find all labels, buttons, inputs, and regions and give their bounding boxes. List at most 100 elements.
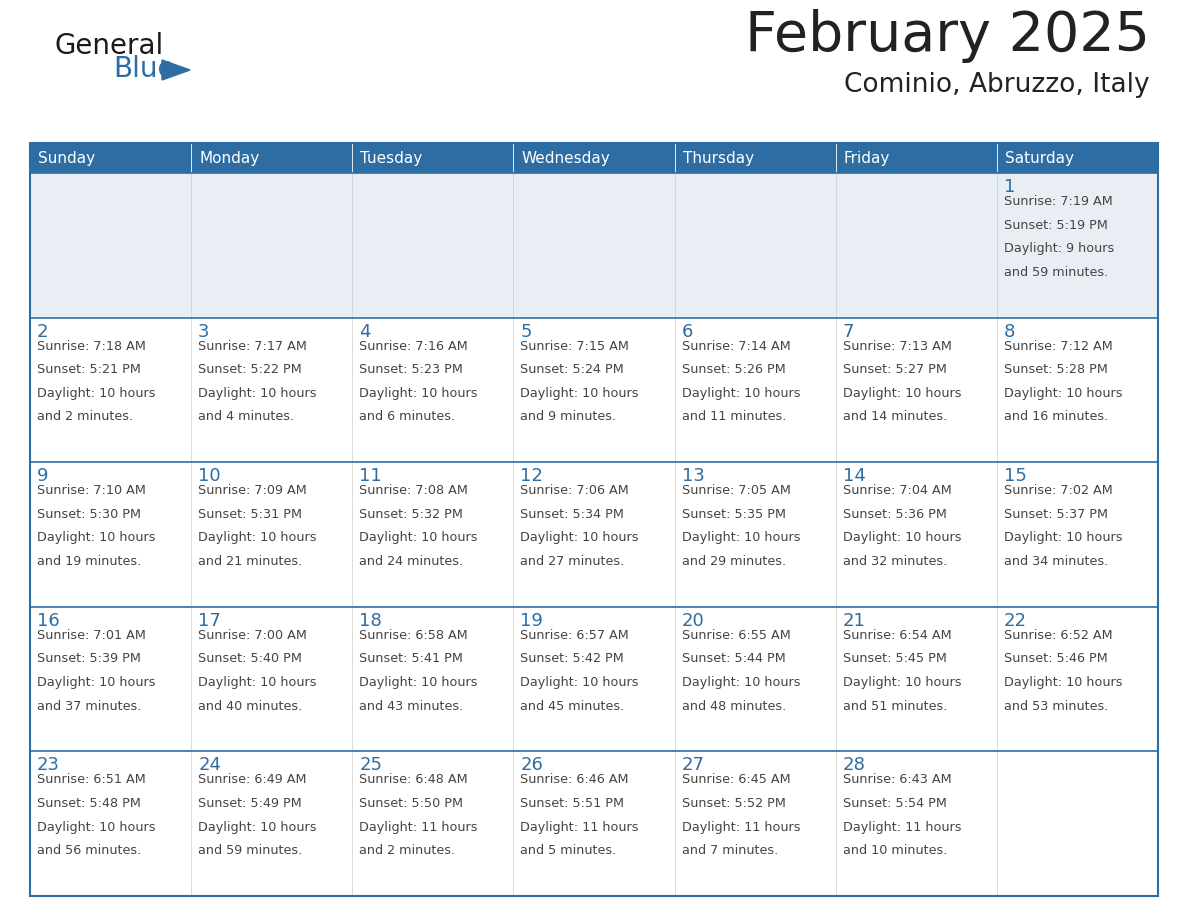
Text: 15: 15 <box>1004 467 1026 486</box>
Text: Saturday: Saturday <box>1005 151 1074 165</box>
Bar <box>191 143 353 173</box>
Text: Sunset: 5:41 PM: Sunset: 5:41 PM <box>359 653 463 666</box>
Text: Daylight: 10 hours: Daylight: 10 hours <box>520 532 639 544</box>
Text: Sunset: 5:24 PM: Sunset: 5:24 PM <box>520 364 624 376</box>
Text: Blue: Blue <box>113 55 175 83</box>
Polygon shape <box>162 60 190 80</box>
Text: and 29 minutes.: and 29 minutes. <box>682 554 785 568</box>
Text: and 21 minutes.: and 21 minutes. <box>198 554 303 568</box>
Text: Sunset: 5:40 PM: Sunset: 5:40 PM <box>198 653 302 666</box>
Text: and 59 minutes.: and 59 minutes. <box>198 845 303 857</box>
Bar <box>30 143 191 173</box>
Text: 2: 2 <box>37 322 49 341</box>
Text: Sunset: 5:48 PM: Sunset: 5:48 PM <box>37 797 141 810</box>
Text: and 51 minutes.: and 51 minutes. <box>842 700 947 712</box>
Text: Sunset: 5:46 PM: Sunset: 5:46 PM <box>1004 653 1107 666</box>
Text: 6: 6 <box>682 322 693 341</box>
Text: Sunset: 5:39 PM: Sunset: 5:39 PM <box>37 653 141 666</box>
Text: Sunset: 5:42 PM: Sunset: 5:42 PM <box>520 653 624 666</box>
Text: and 5 minutes.: and 5 minutes. <box>520 845 617 857</box>
Text: and 14 minutes.: and 14 minutes. <box>842 410 947 423</box>
Text: Sunrise: 7:18 AM: Sunrise: 7:18 AM <box>37 340 146 353</box>
Text: and 11 minutes.: and 11 minutes. <box>682 410 786 423</box>
Text: Daylight: 10 hours: Daylight: 10 hours <box>520 676 639 688</box>
Text: Tuesday: Tuesday <box>360 151 423 165</box>
Text: February 2025: February 2025 <box>745 9 1150 63</box>
Text: Daylight: 11 hours: Daylight: 11 hours <box>682 821 800 834</box>
Text: and 2 minutes.: and 2 minutes. <box>359 845 455 857</box>
Text: Sunset: 5:34 PM: Sunset: 5:34 PM <box>520 508 625 521</box>
Text: Sunrise: 7:14 AM: Sunrise: 7:14 AM <box>682 340 790 353</box>
Text: Daylight: 10 hours: Daylight: 10 hours <box>1004 676 1123 688</box>
Text: and 7 minutes.: and 7 minutes. <box>682 845 778 857</box>
Text: Daylight: 10 hours: Daylight: 10 hours <box>359 676 478 688</box>
Text: Sunrise: 6:49 AM: Sunrise: 6:49 AM <box>198 773 307 787</box>
Text: 18: 18 <box>359 611 383 630</box>
Text: 17: 17 <box>198 611 221 630</box>
Text: Daylight: 10 hours: Daylight: 10 hours <box>198 676 317 688</box>
Text: and 9 minutes.: and 9 minutes. <box>520 410 617 423</box>
Text: Sunrise: 7:01 AM: Sunrise: 7:01 AM <box>37 629 146 642</box>
Bar <box>30 607 1158 752</box>
Bar <box>30 173 1158 318</box>
Text: Sunrise: 6:52 AM: Sunrise: 6:52 AM <box>1004 629 1112 642</box>
Text: Daylight: 11 hours: Daylight: 11 hours <box>359 821 478 834</box>
Text: 13: 13 <box>682 467 704 486</box>
Text: Sunrise: 7:06 AM: Sunrise: 7:06 AM <box>520 484 630 498</box>
Text: Sunset: 5:45 PM: Sunset: 5:45 PM <box>842 653 947 666</box>
Text: Sunset: 5:21 PM: Sunset: 5:21 PM <box>37 364 141 376</box>
Text: and 48 minutes.: and 48 minutes. <box>682 700 785 712</box>
Text: Monday: Monday <box>200 151 259 165</box>
Text: Sunrise: 7:05 AM: Sunrise: 7:05 AM <box>682 484 790 498</box>
Text: 24: 24 <box>198 756 221 775</box>
Text: Sunrise: 6:55 AM: Sunrise: 6:55 AM <box>682 629 790 642</box>
Bar <box>675 143 835 173</box>
Text: and 40 minutes.: and 40 minutes. <box>198 700 303 712</box>
Text: and 19 minutes.: and 19 minutes. <box>37 554 141 568</box>
Text: Sunset: 5:19 PM: Sunset: 5:19 PM <box>1004 218 1107 231</box>
Text: Sunrise: 7:00 AM: Sunrise: 7:00 AM <box>198 629 307 642</box>
Text: Daylight: 10 hours: Daylight: 10 hours <box>37 676 156 688</box>
Text: Daylight: 10 hours: Daylight: 10 hours <box>1004 386 1123 399</box>
Text: Sunrise: 7:09 AM: Sunrise: 7:09 AM <box>198 484 307 498</box>
Text: Daylight: 11 hours: Daylight: 11 hours <box>520 821 639 834</box>
Text: Sunrise: 6:51 AM: Sunrise: 6:51 AM <box>37 773 146 787</box>
Text: Daylight: 10 hours: Daylight: 10 hours <box>1004 532 1123 544</box>
Text: Daylight: 10 hours: Daylight: 10 hours <box>682 386 800 399</box>
Text: Wednesday: Wednesday <box>522 151 611 165</box>
Text: Sunrise: 6:43 AM: Sunrise: 6:43 AM <box>842 773 952 787</box>
Text: Sunrise: 7:02 AM: Sunrise: 7:02 AM <box>1004 484 1113 498</box>
Text: Sunrise: 7:12 AM: Sunrise: 7:12 AM <box>1004 340 1113 353</box>
Text: Sunrise: 6:58 AM: Sunrise: 6:58 AM <box>359 629 468 642</box>
Text: Friday: Friday <box>843 151 890 165</box>
Text: 21: 21 <box>842 611 866 630</box>
Text: Sunset: 5:51 PM: Sunset: 5:51 PM <box>520 797 625 810</box>
Text: Daylight: 11 hours: Daylight: 11 hours <box>842 821 961 834</box>
Text: and 24 minutes.: and 24 minutes. <box>359 554 463 568</box>
Text: 22: 22 <box>1004 611 1026 630</box>
Text: Daylight: 10 hours: Daylight: 10 hours <box>198 821 317 834</box>
Text: 23: 23 <box>37 756 61 775</box>
Text: 25: 25 <box>359 756 383 775</box>
Text: Sunset: 5:30 PM: Sunset: 5:30 PM <box>37 508 141 521</box>
Text: Sunset: 5:49 PM: Sunset: 5:49 PM <box>198 797 302 810</box>
Text: Daylight: 10 hours: Daylight: 10 hours <box>842 532 961 544</box>
Text: Sunset: 5:27 PM: Sunset: 5:27 PM <box>842 364 947 376</box>
Text: Sunrise: 7:08 AM: Sunrise: 7:08 AM <box>359 484 468 498</box>
Text: Daylight: 10 hours: Daylight: 10 hours <box>359 386 478 399</box>
Text: Daylight: 10 hours: Daylight: 10 hours <box>198 386 317 399</box>
Text: Sunrise: 7:16 AM: Sunrise: 7:16 AM <box>359 340 468 353</box>
Bar <box>835 143 997 173</box>
Text: Daylight: 10 hours: Daylight: 10 hours <box>842 676 961 688</box>
Text: Sunrise: 7:15 AM: Sunrise: 7:15 AM <box>520 340 630 353</box>
Text: Daylight: 10 hours: Daylight: 10 hours <box>37 386 156 399</box>
Text: and 2 minutes.: and 2 minutes. <box>37 410 133 423</box>
Text: 16: 16 <box>37 611 59 630</box>
Text: 11: 11 <box>359 467 383 486</box>
Text: Sunset: 5:50 PM: Sunset: 5:50 PM <box>359 797 463 810</box>
Bar <box>30 143 1158 896</box>
Bar <box>30 752 1158 896</box>
Text: Thursday: Thursday <box>683 151 753 165</box>
Text: Daylight: 9 hours: Daylight: 9 hours <box>1004 242 1114 255</box>
Text: 20: 20 <box>682 611 704 630</box>
